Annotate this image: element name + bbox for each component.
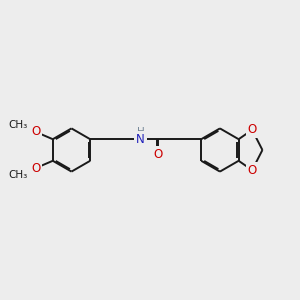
Text: O: O [31,125,40,138]
Text: N: N [136,133,145,146]
Text: O: O [154,148,163,161]
Text: CH₃: CH₃ [8,121,27,130]
Text: CH₃: CH₃ [8,169,27,179]
Text: O: O [248,164,257,177]
Text: O: O [248,123,257,136]
Text: O: O [31,162,40,175]
Text: H: H [136,127,144,137]
